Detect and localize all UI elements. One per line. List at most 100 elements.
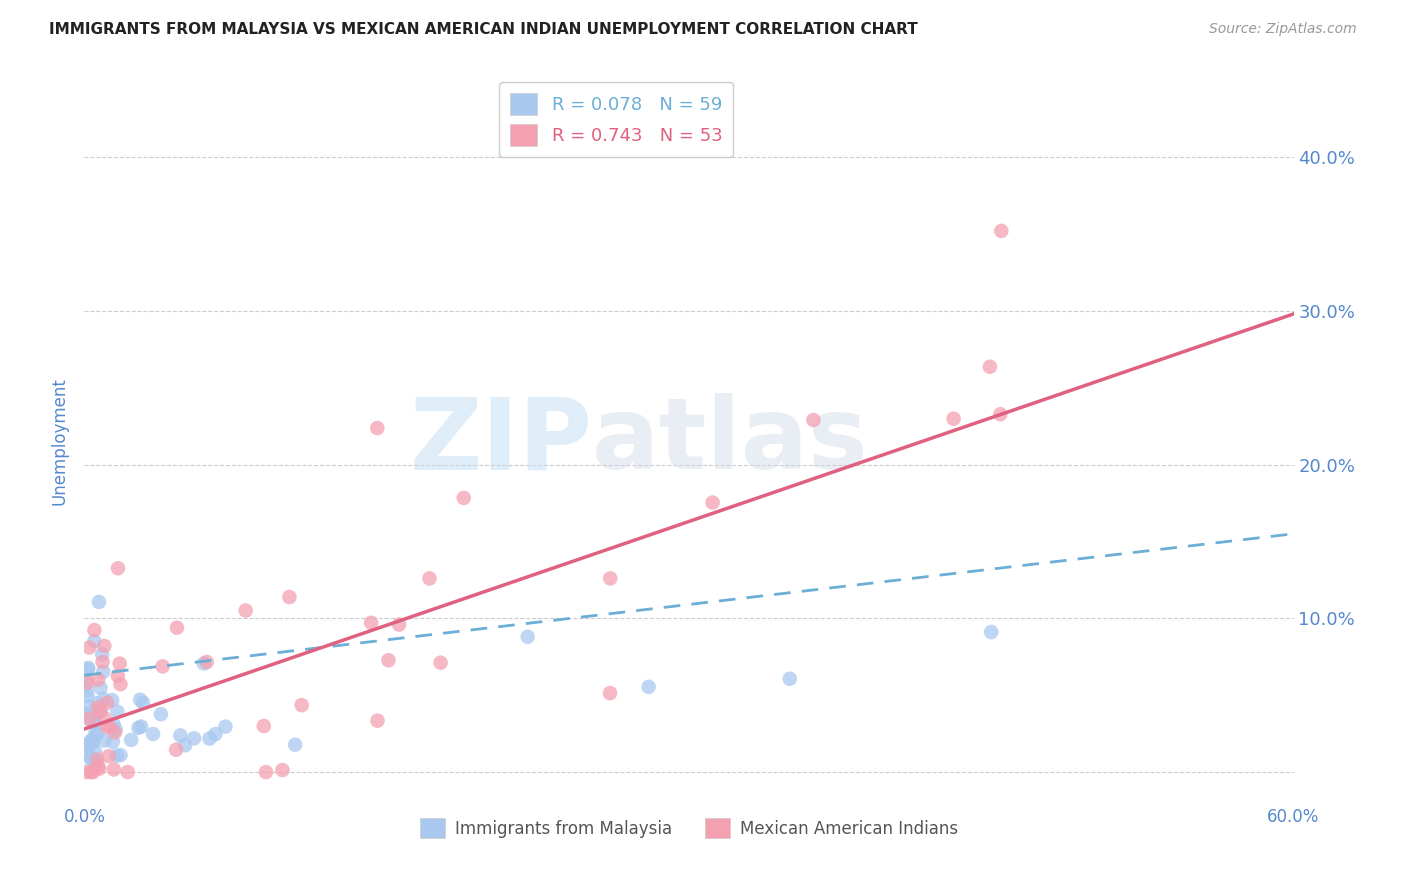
Point <box>278 590 301 604</box>
Point <box>149 707 172 722</box>
Point <box>77 738 100 752</box>
Point <box>80 715 103 730</box>
Point <box>80 733 103 747</box>
Point <box>75 673 97 688</box>
Point <box>87 700 110 714</box>
Point <box>84 716 107 731</box>
Point <box>87 759 110 773</box>
Point <box>253 719 276 733</box>
Point <box>76 739 98 753</box>
Point <box>77 737 100 751</box>
Point <box>80 752 103 766</box>
Point <box>516 630 538 644</box>
Point <box>193 657 215 671</box>
Point <box>84 754 107 768</box>
Text: ZIP: ZIP <box>409 393 592 490</box>
Text: IMMIGRANTS FROM MALAYSIA VS MEXICAN AMERICAN INDIAN UNEMPLOYMENT CORRELATION CHA: IMMIGRANTS FROM MALAYSIA VS MEXICAN AMER… <box>49 22 918 37</box>
Point <box>105 748 128 763</box>
Point <box>108 657 131 671</box>
Point <box>76 675 98 690</box>
Point <box>77 712 100 726</box>
Point <box>120 732 142 747</box>
Point <box>76 743 98 757</box>
Point <box>367 714 389 728</box>
Point <box>599 571 621 585</box>
Point <box>198 731 221 746</box>
Point <box>103 717 125 731</box>
Point <box>93 711 115 725</box>
Point <box>418 571 440 585</box>
Point <box>87 673 110 687</box>
Text: atlas: atlas <box>592 393 869 490</box>
Point <box>107 669 129 683</box>
Point <box>990 224 1012 238</box>
Point <box>76 689 98 703</box>
Point <box>77 699 100 714</box>
Point <box>165 742 187 756</box>
Point <box>76 706 98 721</box>
Point <box>93 733 115 747</box>
Point <box>429 656 451 670</box>
Point <box>80 734 103 748</box>
Point <box>110 677 132 691</box>
Point <box>82 765 104 780</box>
Point <box>979 359 1001 374</box>
Point <box>91 655 114 669</box>
Point <box>84 725 107 739</box>
Point <box>89 762 111 776</box>
Point <box>988 407 1011 421</box>
Point <box>377 653 399 667</box>
Point <box>142 727 165 741</box>
Point <box>80 765 103 780</box>
Point <box>104 725 127 739</box>
Point <box>75 765 97 780</box>
Point <box>101 735 124 749</box>
Point <box>942 411 965 425</box>
Point <box>101 693 124 707</box>
Point <box>96 696 118 710</box>
Point <box>80 751 103 765</box>
Text: Source: ZipAtlas.com: Source: ZipAtlas.com <box>1209 22 1357 37</box>
Point <box>87 706 110 720</box>
Point <box>453 491 475 505</box>
Point <box>132 696 155 710</box>
Point <box>86 752 108 766</box>
Point <box>183 731 205 746</box>
Point <box>366 421 388 435</box>
Point <box>204 727 226 741</box>
Point <box>82 735 104 749</box>
Point <box>107 705 129 719</box>
Point <box>127 721 149 735</box>
Point <box>166 621 188 635</box>
Point <box>93 692 115 706</box>
Point <box>86 727 108 741</box>
Point <box>83 634 105 648</box>
Point <box>96 720 118 734</box>
Point <box>214 720 236 734</box>
Point <box>91 665 114 679</box>
Point <box>129 692 152 706</box>
Point <box>235 603 257 617</box>
Point <box>803 413 825 427</box>
Point <box>80 734 103 748</box>
Point <box>76 663 98 677</box>
Point <box>89 705 111 719</box>
Point <box>980 625 1002 640</box>
Point <box>637 680 659 694</box>
Point <box>169 728 191 742</box>
Point <box>254 765 277 780</box>
Point <box>90 704 112 718</box>
Point <box>104 723 127 737</box>
Point <box>77 661 100 675</box>
Point <box>291 698 314 712</box>
Point <box>97 749 120 764</box>
Point <box>98 720 121 734</box>
Point <box>93 639 115 653</box>
Point <box>152 659 174 673</box>
Point <box>76 683 98 698</box>
Point <box>129 720 152 734</box>
Point <box>360 615 382 630</box>
Point <box>702 495 724 509</box>
Point <box>84 745 107 759</box>
Point <box>599 686 621 700</box>
